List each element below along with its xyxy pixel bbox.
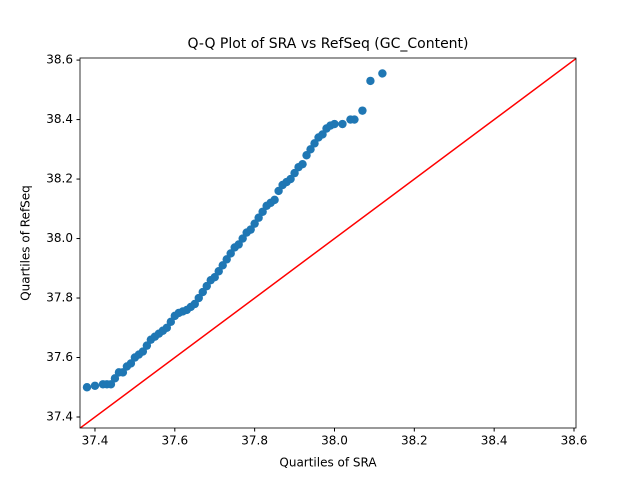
point (210, 273, 219, 282)
y-tick-label: 37.8 (46, 291, 73, 305)
point (290, 168, 299, 178)
point (226, 249, 235, 258)
point (138, 347, 148, 356)
point (310, 139, 319, 148)
x-tick-label: 38.4 (481, 434, 508, 448)
point (118, 368, 128, 377)
y-tick-label: 37.6 (46, 350, 73, 364)
point (90, 381, 100, 390)
point (126, 359, 136, 368)
y-axis-label: Quartiles of RefSeq (19, 185, 33, 301)
point (190, 299, 199, 309)
point (286, 174, 295, 184)
point (238, 234, 247, 243)
point (250, 219, 259, 228)
y-tick-label: 38.4 (46, 112, 73, 126)
point (246, 225, 255, 234)
point (338, 119, 347, 129)
point (258, 207, 267, 216)
point (330, 119, 339, 129)
point (194, 293, 203, 303)
y-tick-label: 38.6 (46, 53, 73, 67)
point (166, 317, 176, 327)
point (110, 374, 120, 383)
point (350, 115, 359, 124)
point (202, 281, 211, 291)
point (214, 267, 223, 276)
x-tick-label: 37.4 (82, 434, 109, 448)
point (298, 159, 307, 169)
point (162, 323, 172, 332)
point (366, 76, 375, 86)
y-tick-label: 37.4 (46, 409, 73, 423)
x-tick-label: 37.6 (161, 434, 188, 448)
point (142, 341, 152, 350)
point (274, 186, 283, 196)
point (82, 383, 92, 392)
x-tick-label: 38.6 (561, 434, 588, 448)
reference-line (80, 58, 576, 428)
chart-title: Q-Q Plot of SRA vs RefSeq (GC_Content) (187, 36, 468, 52)
plot-area (80, 58, 576, 428)
point (358, 106, 367, 115)
point (306, 145, 315, 154)
plot-frame (79, 57, 577, 429)
point (254, 213, 263, 222)
y-tick-label: 38.0 (46, 231, 73, 245)
point (106, 380, 116, 389)
x-tick-label: 38.2 (401, 434, 428, 448)
point (318, 130, 327, 139)
point (218, 261, 227, 270)
x-tick-label: 37.8 (241, 434, 268, 448)
point (378, 69, 387, 78)
point (222, 255, 231, 264)
point (302, 151, 311, 160)
point (270, 195, 279, 205)
x-tick-label: 38.0 (321, 434, 348, 448)
x-axis-label: Quartiles of SRA (279, 456, 377, 470)
point (234, 240, 243, 249)
y-tick-label: 38.2 (46, 172, 73, 186)
point (198, 287, 207, 297)
